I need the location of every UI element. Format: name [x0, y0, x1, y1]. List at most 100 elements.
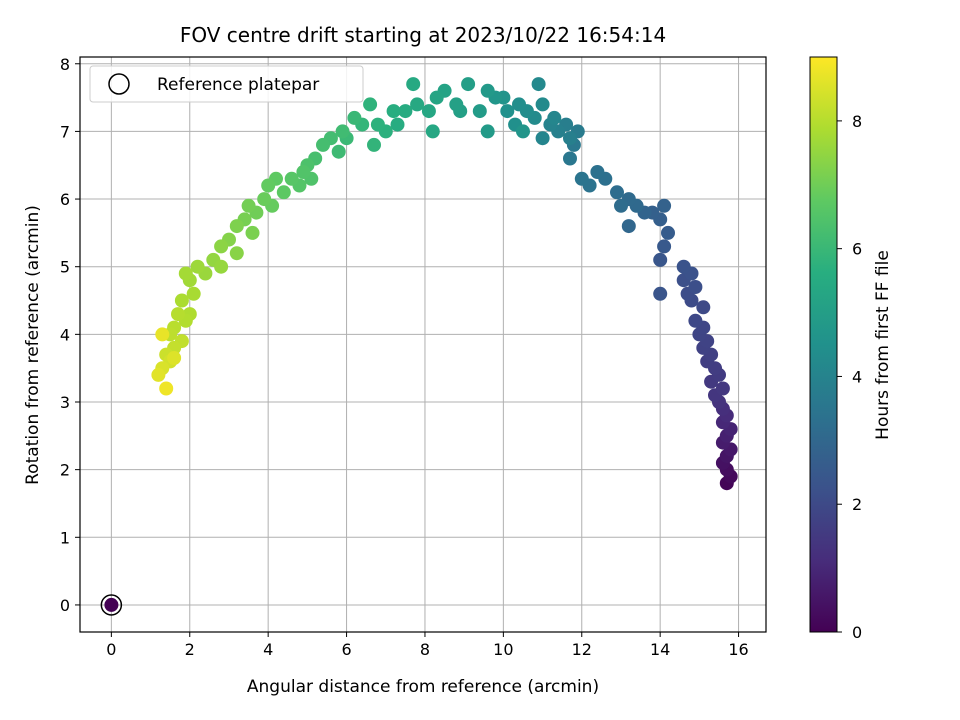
- data-point: [449, 97, 464, 112]
- data-point: [480, 83, 495, 98]
- data-point: [214, 259, 229, 274]
- x-tick-label: 0: [106, 640, 116, 659]
- x-tick-label: 2: [185, 640, 195, 659]
- y-tick-label: 2: [60, 461, 70, 480]
- data-point: [688, 313, 703, 328]
- data-point: [614, 198, 628, 213]
- grid: [80, 57, 766, 632]
- data-point: [531, 77, 546, 92]
- data-point: [296, 165, 311, 179]
- data-point: [245, 225, 260, 240]
- data-point: [178, 266, 193, 281]
- data-point: [715, 381, 730, 396]
- colorbar-tick-label: 6: [852, 240, 862, 259]
- data-point: [167, 351, 182, 365]
- reference-marker: [100, 594, 123, 616]
- x-tick-label: 10: [493, 640, 513, 659]
- legend-box: [89, 65, 364, 103]
- data-point: [676, 259, 691, 274]
- data-point: [284, 171, 299, 186]
- legend-marker-reference: [108, 73, 130, 95]
- legend: Reference platepar: [89, 65, 364, 103]
- y-tick-label: 5: [60, 258, 70, 277]
- colorbar-label: Hours from first FF file: [873, 250, 893, 440]
- plot-area: [79, 56, 767, 633]
- data-point: [516, 124, 530, 139]
- x-tick-label: 14: [650, 640, 670, 659]
- data-point: [316, 137, 330, 152]
- data-point: [657, 239, 672, 254]
- data-point: [241, 198, 256, 213]
- data-point: [335, 124, 350, 139]
- colorbar-tick-label: 2: [852, 495, 862, 514]
- data-point: [621, 219, 636, 234]
- data-point: [370, 117, 385, 132]
- x-tick-label: 12: [572, 640, 592, 659]
- data-point: [257, 192, 272, 207]
- colorbar-tick-label: 0: [852, 623, 862, 642]
- data-point: [398, 104, 413, 119]
- data-point: [696, 300, 711, 315]
- data-point: [480, 124, 495, 139]
- legend-entry-reference: Reference platepar: [157, 75, 319, 95]
- data-point: [688, 280, 703, 294]
- data-point: [461, 77, 476, 92]
- data-point: [386, 104, 401, 119]
- data-point: [429, 90, 444, 105]
- y-axis-label: Rotation from reference (arcmin): [23, 205, 43, 485]
- y-tick-label: 8: [60, 55, 70, 74]
- data-point: [512, 97, 526, 112]
- data-point: [276, 185, 291, 200]
- chart-title: FOV centre drift starting at 2023/10/22 …: [180, 23, 666, 47]
- x-axis: 0 2 4 6 8 10 12 14 16: [106, 632, 749, 659]
- data-point: [151, 367, 166, 382]
- data-point: [410, 97, 425, 112]
- colorbar: 0 2 4 6 8 Hours from first FF file: [809, 56, 893, 642]
- data-point: [590, 165, 605, 179]
- data-point: [535, 131, 550, 146]
- colorbar-gradient: [809, 56, 838, 633]
- data-point: [406, 77, 421, 92]
- data-point: [563, 151, 577, 166]
- data-point: [171, 307, 185, 322]
- data-point: [331, 144, 346, 159]
- x-tick-label: 8: [420, 640, 430, 659]
- data-point: [563, 131, 577, 146]
- data-point: [390, 117, 405, 132]
- y-tick-label: 0: [60, 596, 70, 615]
- colorbar-ticks: 0 2 4 6 8: [837, 112, 862, 642]
- data-point: [186, 286, 201, 301]
- y-tick-label: 3: [60, 393, 70, 412]
- data-point: [174, 293, 189, 308]
- data-point: [190, 259, 205, 274]
- data-point: [421, 104, 436, 119]
- data-point: [229, 246, 244, 261]
- data-point: [653, 286, 668, 301]
- data-point: [472, 104, 487, 119]
- y-tick-label: 7: [60, 122, 70, 141]
- data-point: [347, 110, 362, 125]
- data-point: [261, 178, 276, 193]
- data-point: [547, 110, 562, 125]
- data-point: [363, 97, 378, 112]
- y-tick-label: 4: [60, 325, 70, 344]
- x-axis-label: Angular distance from reference (arcmin): [247, 677, 599, 697]
- data-point: [574, 171, 589, 186]
- colorbar-tick-label: 4: [852, 367, 862, 386]
- y-axis: 0 1 2 3 4 5 6 7 8: [60, 55, 80, 615]
- data-point: [229, 219, 244, 234]
- data-points: [100, 77, 738, 616]
- x-tick-label: 4: [263, 640, 273, 659]
- colorbar-tick-label: 8: [852, 112, 862, 131]
- y-tick-label: 6: [60, 190, 70, 209]
- data-point: [367, 137, 381, 152]
- data-point: [535, 97, 550, 112]
- data-point: [500, 104, 515, 119]
- data-point: [104, 597, 119, 612]
- data-point: [661, 225, 675, 240]
- y-tick-label: 1: [60, 528, 70, 547]
- x-tick-label: 6: [341, 640, 351, 659]
- x-tick-label: 16: [728, 640, 748, 659]
- data-point: [425, 124, 440, 139]
